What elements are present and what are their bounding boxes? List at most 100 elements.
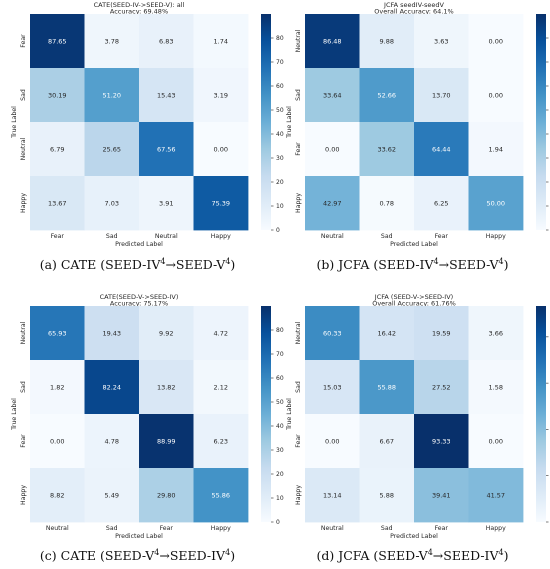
- heatmap-cell: [305, 360, 360, 415]
- x-tick-label: Neutral: [46, 525, 69, 532]
- cell-value-label: 0.00: [489, 91, 503, 99]
- cell-value-label: 19.59: [432, 329, 451, 337]
- chart-title: CATE(SEED-IV->SEED-V): all: [94, 1, 185, 9]
- cell-value-label: 6.83: [159, 37, 173, 45]
- y-tick-label: Happy: [295, 193, 302, 213]
- cell-value-label: 51.20: [102, 91, 121, 99]
- y-tick-label: Sad: [295, 381, 302, 393]
- heatmap-cell: [139, 176, 194, 231]
- colorbar-tick-label: 40: [276, 131, 284, 138]
- y-tick-label: Neutral: [20, 137, 27, 160]
- caption-a: (a) CATE (SEED-IV4→SEED-V4): [39, 257, 236, 273]
- heatmap-cell: [139, 306, 194, 361]
- cell-value-label: 13.67: [48, 199, 67, 207]
- y-tick-label: Neutral: [295, 29, 302, 52]
- heatmap-cell: [139, 468, 194, 523]
- heatmap-cell: [414, 414, 469, 469]
- x-tick-label: Happy: [211, 233, 231, 240]
- heatmap-cell: [468, 306, 524, 361]
- heatmap-cell: [468, 68, 524, 123]
- x-tick-label: Happy: [486, 525, 506, 532]
- heatmap-cell: [139, 122, 194, 177]
- cell-value-label: 50.00: [486, 199, 505, 207]
- cell-value-label: 0.00: [214, 145, 228, 153]
- cell-value-label: 3.78: [105, 37, 119, 45]
- heatmap-cell: [193, 414, 249, 469]
- cell-value-label: 67.56: [157, 145, 176, 153]
- heatmap-cell: [305, 414, 360, 469]
- heatmap-cell: [30, 360, 85, 415]
- cell-value-label: 93.33: [432, 437, 451, 445]
- cell-value-label: 39.41: [432, 491, 451, 499]
- y-tick-label: Sad: [20, 381, 27, 393]
- cell-value-label: 82.24: [102, 383, 121, 391]
- cell-value-label: 8.82: [50, 491, 64, 499]
- cell-value-label: 29.80: [157, 491, 176, 499]
- cell-value-label: 4.72: [214, 329, 228, 337]
- x-tick-label: Fear: [51, 233, 65, 240]
- cell-value-label: 1.58: [489, 383, 503, 391]
- heatmap-cell: [414, 122, 469, 177]
- colorbar-tick-label: 80: [276, 327, 284, 334]
- x-tick-label: Sad: [106, 233, 118, 240]
- cell-value-label: 16.42: [377, 329, 396, 337]
- x-tick-label: Sad: [381, 525, 393, 532]
- heatmap-cell: [84, 360, 140, 415]
- heatmap-cell: [468, 14, 524, 69]
- cell-value-label: 13.14: [323, 491, 342, 499]
- heatmap-cell: [468, 176, 524, 231]
- colorbar-tick-label: 20: [276, 471, 284, 478]
- caption-b: (b) JCFA (SEED-IV4→SEED-V4): [316, 257, 509, 273]
- heatmap-cell: [139, 68, 194, 123]
- chart-title: JCFA (SEED-V->SEED-IV): [374, 293, 453, 301]
- cell-value-label: 5.49: [105, 491, 119, 499]
- cell-value-label: 1.94: [489, 145, 503, 153]
- x-axis-label: Predicted Label: [115, 241, 163, 248]
- heatmap-cell: [193, 468, 249, 523]
- heatmap-cell: [193, 68, 249, 123]
- colorbar-tick-label: 60: [276, 375, 284, 382]
- colorbar-tick-label: 0: [276, 227, 280, 234]
- heatmap-cell: [359, 360, 415, 415]
- x-axis-label: Predicted Label: [390, 241, 438, 248]
- chart-subtitle: Overall Accuracy: 61.76%: [372, 300, 456, 308]
- colorbar-tick-label: 50: [276, 399, 284, 406]
- heatmap-cell: [30, 122, 85, 177]
- x-tick-label: Neutral: [321, 525, 344, 532]
- cell-value-label: 7.03: [105, 199, 119, 207]
- heatmap-cell: [359, 414, 415, 469]
- cell-value-label: 55.86: [211, 491, 230, 499]
- cell-value-label: 3.19: [214, 91, 228, 99]
- cell-value-label: 0.00: [489, 37, 503, 45]
- colorbar: [261, 14, 271, 230]
- cell-value-label: 60.33: [323, 329, 342, 337]
- x-tick-label: Neutral: [155, 233, 178, 240]
- cell-value-label: 6.67: [380, 437, 394, 445]
- caption-d: (d) JCFA (SEED-V4→SEED-IV4): [316, 548, 509, 564]
- caption-c: (c) CATE (SEED-V4→SEED-IV4): [39, 548, 236, 564]
- y-tick-label: Fear: [20, 34, 27, 48]
- y-tick-label: Happy: [20, 193, 27, 213]
- heatmap-cell: [359, 14, 415, 69]
- colorbar-tick-label: 70: [276, 59, 284, 66]
- heatmap-cell: [305, 68, 360, 123]
- heatmap-cell: [193, 306, 249, 361]
- colorbar-tick-label: 10: [276, 203, 284, 210]
- heatmap-cell: [193, 360, 249, 415]
- heatmap-cell: [359, 68, 415, 123]
- heatmap-cell: [359, 176, 415, 231]
- heatmap-cell: [359, 122, 415, 177]
- heatmap-cell: [193, 176, 249, 231]
- colorbar: [536, 14, 546, 230]
- heatmap-cell: [84, 176, 140, 231]
- cell-value-label: 3.91: [159, 199, 173, 207]
- x-tick-label: Sad: [381, 233, 393, 240]
- cell-value-label: 42.97: [323, 199, 342, 207]
- heatmap-cell: [468, 468, 524, 523]
- cell-value-label: 52.66: [377, 91, 396, 99]
- cell-value-label: 0.00: [325, 437, 339, 445]
- x-tick-label: Neutral: [321, 233, 344, 240]
- x-tick-label: Fear: [435, 525, 449, 532]
